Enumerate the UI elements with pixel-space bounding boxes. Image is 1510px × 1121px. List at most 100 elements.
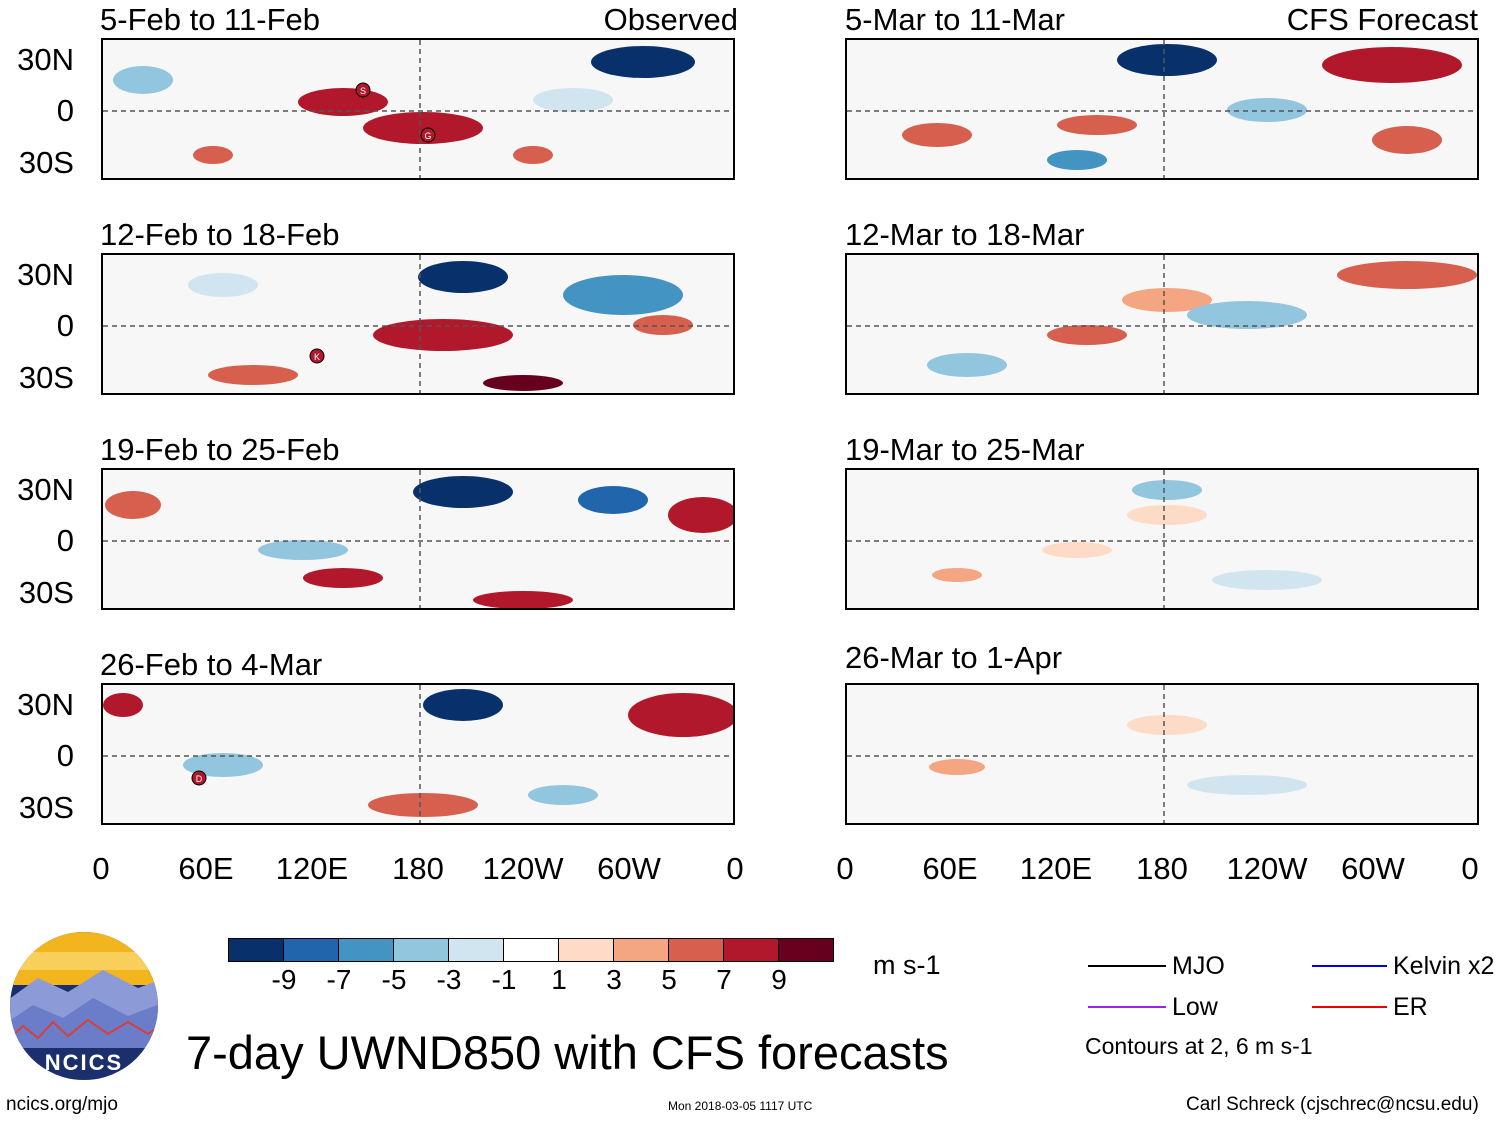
legend-low-line — [1088, 1006, 1166, 1008]
legend-low-label: Low — [1172, 993, 1218, 1021]
westerly-anomaly — [193, 146, 233, 164]
storm-marker-label: K — [314, 352, 320, 362]
anomaly-field-fcst-2 — [847, 255, 1477, 393]
ncics-logo: NCICS — [8, 930, 160, 1082]
westerly-anomaly — [208, 365, 298, 385]
easterly-anomaly — [1227, 98, 1307, 122]
westerly-anomaly — [513, 146, 553, 164]
map-panel-fcst-3 — [845, 468, 1479, 610]
lon-label-fcst-120e: 120E — [1019, 851, 1093, 886]
anomaly-field-obs-2: K — [103, 255, 733, 393]
legend-contours-note: Contours at 2, 6 m s-1 — [1085, 1033, 1313, 1059]
lat-label-30n-row2: 30N — [17, 257, 74, 292]
lon-label-obs-0: 0 — [92, 851, 110, 886]
legend-kelvin-line — [1312, 965, 1387, 967]
lon-label-fcst-180: 180 — [1136, 851, 1188, 886]
map-panel-obs-2: K — [101, 253, 735, 395]
westerly-anomaly — [633, 315, 693, 335]
forecast-label: CFS Forecast — [1286, 2, 1478, 37]
panel-title-obs-4: 26-Feb to 4-Mar — [100, 647, 323, 682]
storm-marker — [191, 770, 207, 786]
easterly-anomaly — [413, 476, 513, 508]
easterly-anomaly — [113, 66, 173, 94]
colorbar-cell — [283, 938, 339, 962]
lon-label-fcst-0-end: 0 — [1461, 851, 1479, 886]
lon-label-fcst-0: 0 — [836, 851, 854, 886]
colorbar-cell — [668, 938, 724, 962]
westerly-anomaly — [363, 112, 483, 144]
colorbar-cell — [228, 938, 284, 962]
lon-label-obs-60w: 60W — [597, 851, 661, 886]
westerly-anomaly — [1322, 47, 1462, 83]
westerly-anomaly — [1047, 325, 1127, 345]
panel-title-obs-1: 5-Feb to 11-Feb — [100, 2, 320, 37]
storm-marker — [355, 82, 371, 98]
lat-label-30s-row2: 30S — [18, 360, 74, 395]
colorbar-label: 3 — [606, 964, 622, 995]
ncics-logo-graphic: NCICS — [10, 932, 158, 1080]
westerly-anomaly — [932, 568, 982, 582]
lon-label-obs-120w: 120W — [482, 851, 564, 886]
westerly-anomaly — [1127, 715, 1207, 735]
lat-label-30n-row3: 30N — [17, 472, 74, 507]
lat-label-0-row3: 0 — [56, 523, 74, 558]
map-panel-fcst-2 — [845, 253, 1479, 395]
colorbar-label: -9 — [271, 964, 297, 995]
colorbar-cell — [778, 938, 834, 962]
colorbar-label: 7 — [716, 964, 732, 995]
colorbar-label: 1 — [551, 964, 567, 995]
easterly-anomaly — [591, 46, 695, 78]
westerly-anomaly — [1127, 505, 1207, 525]
easterly-anomaly — [258, 540, 348, 560]
lat-label-30s-row3: 30S — [18, 575, 74, 610]
easterly-anomaly — [423, 689, 503, 721]
colorbar-units: m s-1 — [873, 950, 941, 980]
westerly-anomaly — [902, 123, 972, 147]
legend-kelvin-label: Kelvin x2 — [1393, 952, 1495, 980]
storm-marker — [309, 348, 325, 364]
map-panel-obs-1: S G — [101, 38, 735, 180]
westerly-anomaly — [1042, 542, 1112, 558]
map-panel-fcst-4 — [845, 683, 1479, 825]
storm-marker — [420, 127, 436, 143]
colorbar-cell — [613, 938, 669, 962]
westerly-anomaly — [298, 88, 388, 116]
easterly-anomaly — [533, 88, 613, 112]
westerly-anomaly — [473, 591, 573, 608]
anomaly-field-obs-1: S G — [103, 40, 733, 178]
anomaly-field-fcst-4 — [847, 685, 1477, 823]
panel-title-fcst-1: 5-Mar to 11-Mar — [845, 2, 1065, 37]
lon-label-obs-60e: 60E — [178, 851, 234, 886]
ncics-logo-text: NCICS — [45, 1050, 123, 1075]
easterly-anomaly — [1187, 301, 1307, 329]
lat-label-0-row2: 0 — [56, 308, 74, 343]
panel-title-fcst-4: 26-Mar to 1-Apr — [845, 640, 1063, 675]
legend-mjo-line — [1088, 965, 1166, 967]
footer-timestamp: Mon 2018-03-05 1117 UTC — [668, 1099, 813, 1113]
anomaly-field-obs-3 — [103, 470, 733, 608]
legend-er-line — [1312, 1006, 1387, 1008]
westerly-anomaly — [929, 759, 985, 775]
lat-label-0-row4: 0 — [56, 738, 74, 773]
lon-label-fcst-60e: 60E — [922, 851, 978, 886]
lat-label-30s-row4: 30S — [18, 790, 74, 825]
panel-title-fcst-3: 19-Mar to 25-Mar — [845, 432, 1085, 467]
easterly-anomaly — [1047, 150, 1107, 170]
easterly-anomaly — [563, 275, 683, 315]
colorbar-label: -3 — [436, 964, 462, 995]
westerly-anomaly — [1057, 115, 1137, 135]
lon-label-obs-180: 180 — [392, 851, 444, 886]
lat-label-30n-row1: 30N — [17, 42, 74, 77]
footer-author: Carl Schreck (cjschrec@ncsu.edu) — [1186, 1094, 1479, 1115]
map-panel-fcst-1 — [845, 38, 1479, 180]
colorbar-cell — [338, 938, 394, 962]
legend-er-label: ER — [1393, 993, 1428, 1021]
map-panel-obs-4: D — [101, 683, 735, 825]
westerly-anomaly — [1122, 288, 1212, 312]
panel-title-fcst-2: 12-Mar to 18-Mar — [845, 217, 1085, 252]
easterly-anomaly — [183, 753, 263, 777]
colorbar-label: 5 — [661, 964, 677, 995]
easterly-anomaly — [418, 261, 508, 293]
westerly-anomaly — [1372, 126, 1442, 154]
footer-url: ncics.org/mjo — [6, 1094, 118, 1115]
